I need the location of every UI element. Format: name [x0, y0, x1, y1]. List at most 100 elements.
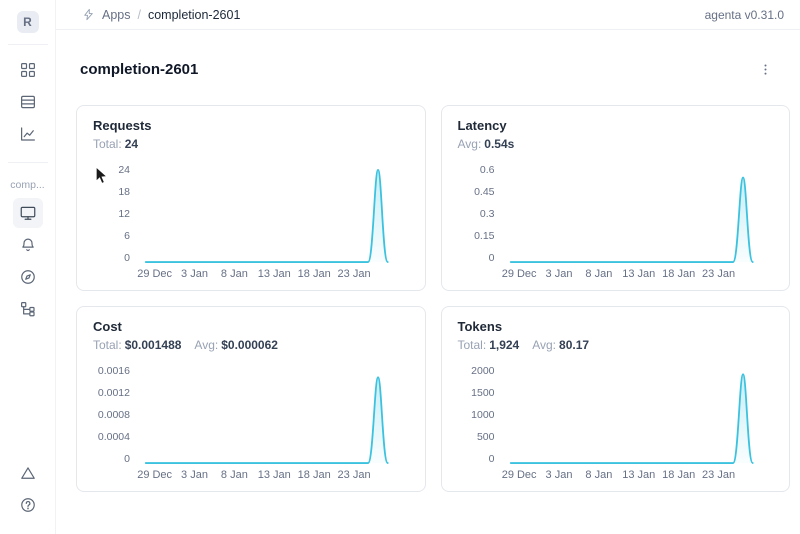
x-tick-label: 13 Jan — [622, 469, 656, 482]
y-tick-label: 0.15 — [474, 230, 495, 243]
stat-label: Total: — [93, 137, 122, 152]
y-tick-label: 0 — [124, 252, 130, 265]
sidebar-item-rows[interactable] — [13, 87, 43, 117]
y-tick-label: 0.0004 — [97, 431, 130, 444]
chart-title: Cost — [93, 319, 122, 335]
y-tick-label: 500 — [476, 431, 495, 444]
stat: Total: 24 — [93, 137, 138, 151]
area-line-chart — [504, 167, 774, 263]
chart-line-icon — [19, 125, 37, 143]
x-tick-label: 23 Jan — [337, 469, 371, 482]
chart-card-latency: Latency Avg: 0.54s 0.6 0.45 0.3 0.15 0 29 Dec 3 J… — [440, 105, 790, 292]
chart-cost: 0.0016 0.0012 0.0008 0.0004 0 29 Dec 3 Jan 8 Ja… — [93, 366, 409, 481]
stat: Avg: $0.000062 — [194, 338, 278, 352]
x-tick-label: 3 Jan — [181, 469, 208, 482]
stat: Avg: 80.17 — [532, 338, 589, 352]
y-tick-label: 0.45 — [474, 186, 495, 199]
x-tick-label: 8 Jan — [585, 268, 613, 281]
stat-label: Avg: — [457, 137, 482, 152]
y-axis: 0.6 0.45 0.3 0.15 0 — [458, 164, 504, 265]
topbar: Apps / completion-2601 agenta v0.31.0 — [56, 0, 800, 30]
x-tick-label: 8 Jan — [220, 469, 248, 482]
x-tick-label: 23 Jan — [702, 469, 736, 482]
y-tick-label: 0 — [488, 252, 495, 265]
x-tick-label: 3 Jan — [545, 268, 573, 281]
x-tick-label: 18 Jan — [662, 268, 696, 281]
sidebar-item-chart[interactable] — [13, 119, 43, 149]
page-title: completion-2601 — [80, 61, 199, 79]
lightning-icon — [82, 8, 95, 21]
y-tick-label: 0.0012 — [97, 387, 130, 400]
plot-area: 29 Dec 3 Jan 8 Jan 13 Jan 18 Jan 23 Jan — [137, 165, 409, 281]
chart-latency: 0.6 0.45 0.3 0.15 0 29 Dec 3 Jan 8 Jan 13 Jan 18 … — [458, 165, 774, 280]
x-tick-label: 8 Jan — [585, 469, 613, 482]
breadcrumb-separator: / — [137, 7, 141, 22]
rows-icon — [19, 93, 37, 111]
x-axis: 29 Dec 3 Jan 8 Jan 13 Jan 18 Jan 23 Jan — [137, 263, 409, 281]
y-tick-label: 12 — [118, 208, 130, 221]
hierarchy-icon — [19, 300, 37, 318]
x-tick-label: 29 Dec — [137, 469, 173, 482]
x-tick-label: 29 Dec — [501, 268, 537, 281]
chart-title: Tokens — [457, 319, 503, 335]
compass-icon — [19, 268, 37, 286]
y-tick-label: 0.0016 — [97, 365, 130, 378]
x-tick-label: 18 Jan — [662, 469, 696, 482]
y-tick-label: 1000 — [471, 409, 495, 422]
sidebar-item-triangle[interactable] — [13, 458, 43, 488]
y-axis: 0.0016 0.0012 0.0008 0.0004 0 — [93, 365, 139, 465]
chart-stats: Avg: 0.54s — [458, 137, 774, 151]
question-circle-icon — [19, 496, 37, 514]
y-tick-label: 18 — [118, 186, 130, 199]
stat-value: $0.001488 — [124, 338, 182, 353]
kebab-menu-icon[interactable] — [754, 59, 776, 81]
area-line-chart — [139, 167, 409, 263]
stat-value: 24 — [124, 137, 139, 152]
y-tick-label: 1500 — [471, 387, 495, 400]
sidebar-divider — [7, 162, 48, 163]
sidebar-item-help[interactable] — [13, 490, 43, 520]
main-area: Apps / completion-2601 agenta v0.31.0 co… — [56, 0, 800, 534]
sidebar-item-grid[interactable] — [13, 55, 43, 85]
x-tick-label: 13 Jan — [257, 268, 291, 281]
y-tick-label: 2000 — [471, 365, 495, 378]
sidebar-nav-app — [12, 196, 43, 326]
y-axis: 2000 1500 1000 500 0 — [458, 365, 504, 466]
y-tick-label: 0.0008 — [97, 409, 130, 422]
workspace-avatar[interactable]: R — [16, 11, 39, 33]
chart-stats: Total: 24 — [93, 137, 409, 151]
x-tick-label: 23 Jan — [337, 268, 371, 281]
sidebar-item-compass[interactable] — [13, 262, 43, 292]
stat: Total: $0.001488 — [93, 338, 181, 352]
x-tick-label: 29 Dec — [137, 268, 173, 281]
charts-grid: Requests Total: 24 24 18 12 6 0 29 Dec 3 Jan 8 Jan… — [56, 105, 800, 502]
stat-value: 1,924 — [489, 338, 520, 353]
stat: Total: 1,924 — [458, 338, 520, 352]
sidebar: R comp... — [0, 0, 56, 534]
page-header: completion-2601 — [56, 30, 800, 105]
breadcrumb-current-app[interactable]: completion-2601 — [147, 7, 241, 22]
stat-label: Total: — [457, 338, 487, 353]
x-tick-label: 13 Jan — [257, 469, 291, 482]
grid-icon — [19, 61, 37, 79]
workspace-label: comp... — [10, 179, 45, 191]
x-tick-label: 18 Jan — [297, 268, 331, 281]
x-axis: 29 Dec 3 Jan 8 Jan 13 Jan 18 Jan 23 Jan — [137, 464, 409, 482]
y-tick-label: 0 — [488, 453, 495, 466]
sidebar-item-monitor[interactable] — [12, 198, 43, 228]
chart-stats: Total: $0.001488 Avg: $0.000062 — [93, 338, 409, 352]
y-tick-label: 0.6 — [479, 164, 495, 177]
x-tick-label: 13 Jan — [622, 268, 656, 281]
sidebar-item-hierarchy[interactable] — [13, 294, 43, 324]
sidebar-item-bell[interactable] — [13, 230, 43, 260]
stat-label: Total: — [93, 338, 122, 353]
x-tick-label: 23 Jan — [702, 268, 736, 281]
breadcrumb-apps-link[interactable]: Apps — [102, 7, 131, 22]
stat-label: Avg: — [194, 338, 219, 353]
plot-area: 29 Dec 3 Jan 8 Jan 13 Jan 18 Jan 23 Jan — [137, 366, 409, 482]
sidebar-divider — [7, 44, 48, 45]
stat-label: Avg: — [532, 338, 557, 353]
chart-card-cost: Cost Total: $0.001488 Avg: $0.000062 0.0016 0.… — [76, 306, 426, 493]
chart-requests: 24 18 12 6 0 29 Dec 3 Jan 8 Jan 13 Jan 18 Jan 23 J… — [93, 165, 409, 280]
monitor-icon — [19, 204, 37, 222]
